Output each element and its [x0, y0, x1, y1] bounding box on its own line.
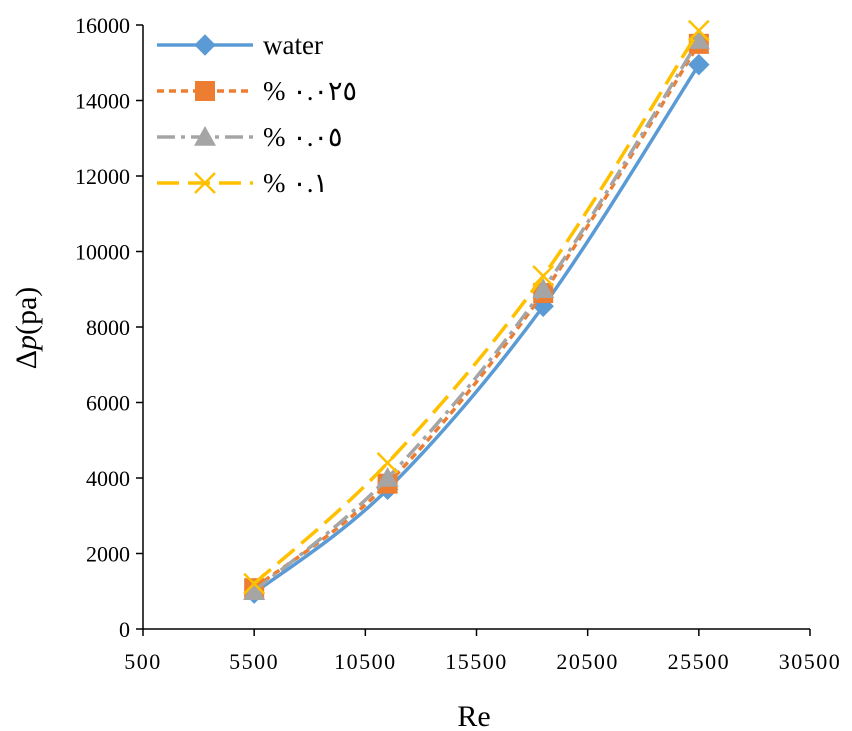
series-line — [253, 42, 701, 590]
series-4 — [243, 19, 710, 595]
y-tick-label: 16000 — [75, 13, 130, 38]
x-tick-label: 15500 — [445, 649, 508, 674]
y-tick-label: 4000 — [86, 466, 130, 491]
y-tick-label: 12000 — [75, 164, 130, 189]
x-tick-label: 5500 — [229, 649, 279, 674]
series-3 — [243, 29, 710, 601]
legend-label: % ٠.١ — [263, 168, 328, 198]
x-ticks: 500 5500 10500 15500 20500 25500 30500 — [124, 629, 842, 674]
x-tick-label: 30500 — [779, 649, 842, 674]
x-tick-label: 25500 — [668, 649, 731, 674]
y-axis-title-italic: p — [10, 335, 43, 352]
series-line — [253, 39, 701, 593]
y-tick-label: 0 — [119, 617, 130, 642]
y-tick-label: 14000 — [75, 89, 130, 114]
data-point — [376, 452, 399, 474]
legend-label: % ٠.٠٢٥ — [263, 76, 357, 106]
legend-item: % ٠.٠٥ — [157, 122, 343, 152]
legend-item: % ٠.١ — [157, 168, 328, 198]
y-tick-label: 6000 — [86, 391, 130, 416]
data-point — [376, 467, 399, 487]
legend-marker — [194, 172, 216, 194]
y-tick-label: 2000 — [86, 542, 130, 567]
legend-item: % ٠.٠٢٥ — [157, 76, 357, 106]
x-axis-title: Re — [457, 700, 490, 731]
series-2 — [244, 33, 709, 599]
legend-label: water — [263, 30, 323, 60]
legend-item: water — [157, 30, 323, 60]
data-point — [688, 53, 710, 76]
series-line — [253, 63, 701, 595]
x-tick-label: 500 — [124, 649, 162, 674]
data-point — [243, 572, 266, 595]
data-point — [687, 29, 710, 49]
axes — [142, 25, 810, 630]
data-point — [243, 580, 266, 601]
legend: water % ٠.٠٢٥ % ٠.٠٥ % ٠.١ — [157, 30, 357, 198]
legend-marker — [194, 34, 216, 56]
x-tick-label: 20500 — [556, 649, 619, 674]
legend-marker — [195, 81, 215, 101]
legend-label: % ٠.٠٥ — [263, 122, 343, 152]
y-axis-title: Δp(pa) — [10, 287, 43, 370]
x-tick-label: 10500 — [334, 649, 397, 674]
y-tick-label: 8000 — [86, 315, 130, 340]
series-layer — [243, 19, 710, 604]
series-line — [252, 29, 701, 585]
legend-marker — [194, 126, 216, 146]
data-point — [532, 265, 555, 287]
y-axis-title-prefix: Δ — [10, 350, 43, 369]
y-ticks: 0 2000 4000 6000 8000 10000 12000 14000 16000 — [75, 13, 143, 642]
data-point — [687, 19, 710, 42]
y-tick-label: 10000 — [75, 240, 130, 265]
data-point — [532, 278, 555, 299]
y-axis-title-suffix: (pa) — [10, 287, 43, 335]
